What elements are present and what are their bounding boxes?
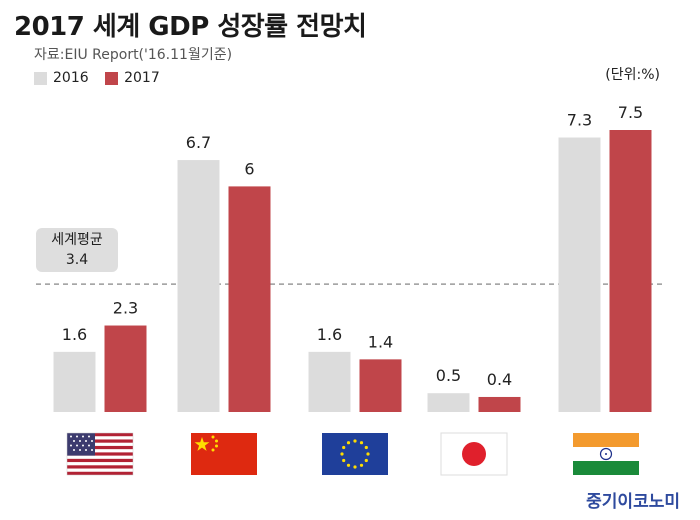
bars-group: 1.6 6.7 1.6 0.5 7.3 2.3 6 1.4 0.4 7.5	[53, 103, 652, 412]
bar-2017-japan-flag	[478, 396, 521, 412]
japan-flag-icon	[440, 432, 508, 476]
bar-2017-china-flag	[228, 186, 271, 412]
value-label-2016-india-flag: 7.3	[567, 111, 592, 130]
unit-label: (단위:%)	[605, 67, 660, 83]
us-flag-icon	[66, 432, 134, 476]
bar-2016-us-flag	[53, 351, 96, 412]
eu-flag-icon	[322, 433, 388, 475]
bar-2016-eu-flag	[308, 351, 351, 412]
value-label-2017-us-flag: 2.3	[113, 299, 138, 318]
value-label-2016-us-flag: 1.6	[62, 325, 87, 344]
value-label-2017-china-flag: 6	[244, 159, 254, 178]
value-label-2017-eu-flag: 1.4	[368, 332, 393, 351]
world-average-text: 세계평균	[51, 232, 103, 248]
legend-swatch-2016	[34, 71, 47, 85]
bar-2017-us-flag	[104, 325, 147, 412]
value-label-2016-eu-flag: 1.6	[317, 325, 342, 344]
value-label-2016-japan-flag: 0.5	[436, 366, 461, 385]
bar-2017-india-flag	[609, 130, 652, 412]
world-average-label: 세계평균 3.4	[36, 228, 118, 272]
value-label-2016-china-flag: 6.7	[186, 133, 211, 152]
legend-label-2017: 2017	[124, 70, 160, 86]
bar-2017-eu-flag	[359, 359, 402, 412]
world-average-value: 3.4	[65, 252, 89, 268]
india-flag-icon	[573, 433, 639, 475]
china-flag-icon	[191, 433, 257, 475]
bar-2016-japan-flag	[427, 393, 470, 412]
legend-swatch-2017	[105, 71, 119, 85]
brand-logo: 중기이코노미	[586, 492, 680, 512]
source-note: 자료:EIU Report('16.11월기준)	[34, 47, 233, 63]
value-label-2017-japan-flag: 0.4	[487, 370, 512, 389]
bar-2016-china-flag	[177, 160, 220, 412]
chart-title: 2017 세계 GDP 성장률 전망치	[14, 12, 367, 42]
value-label-2017-india-flag: 7.5	[618, 103, 643, 122]
legend-item-2016: 2016	[34, 70, 89, 86]
legend: 2016 2017	[34, 70, 172, 89]
legend-label-2016: 2016	[53, 70, 89, 86]
legend-item-2017: 2017	[105, 70, 160, 86]
bar-2016-india-flag	[558, 137, 601, 412]
